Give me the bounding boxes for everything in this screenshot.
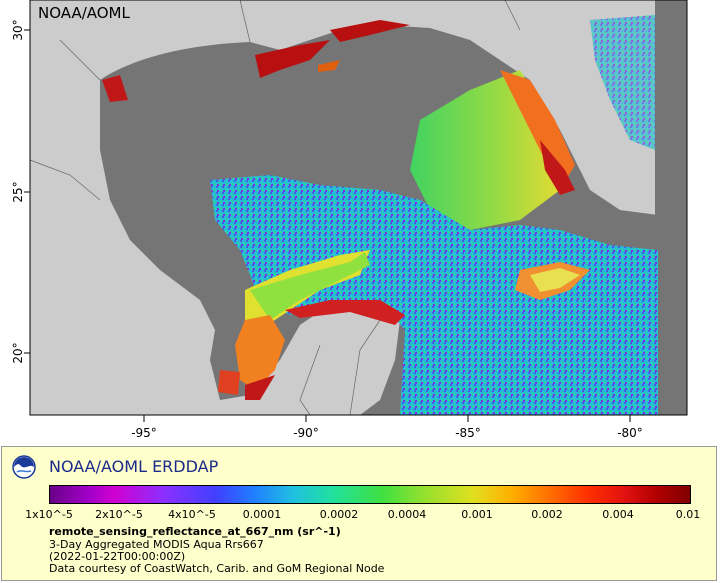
- reflectance-data: [102, 15, 658, 415]
- colorbar-label: 0.0001: [242, 508, 282, 521]
- plot-frame: [29, 0, 688, 416]
- colorbar-label: 4x10^-5: [168, 508, 216, 521]
- lon-tick-label: -85°: [455, 426, 481, 440]
- lon-tick-label: -95°: [131, 426, 157, 440]
- colorbar-label: 2x10^-5: [95, 508, 143, 521]
- colorbar: [49, 485, 691, 504]
- colorbar-label: 0.01: [675, 508, 701, 521]
- colorbar-label: 1x10^-5: [25, 508, 73, 521]
- colorbar-label: 0.001: [461, 508, 493, 521]
- map-plot-area: [29, 0, 687, 416]
- lat-tick-label: 25°: [11, 181, 25, 202]
- map-watermark: NOAA/AOML: [38, 4, 131, 22]
- atlantic-nodata: [655, 0, 687, 415]
- yucatan-land: [250, 305, 400, 415]
- lat-tick-label: 30°: [11, 19, 25, 40]
- florida-land: [520, 30, 640, 195]
- map-panel: NOAA/AOML -95° -90° -85° -80° 30° 25° 20…: [11, 0, 688, 440]
- colorbar-label: 0.002: [531, 508, 563, 521]
- time-stamp: (2022-01-22T00:00:00Z): [49, 550, 186, 563]
- lon-tick-label: -90°: [293, 426, 319, 440]
- colorbar-label: 0.0004: [387, 508, 427, 521]
- lon-axis: -95° -90° -85° -80°: [131, 415, 643, 440]
- lon-tick-label: -80°: [617, 426, 643, 440]
- data-credit: Data courtesy of CoastWatch, Carib. and …: [49, 562, 385, 575]
- legend-panel: NOAA/AOML ERDDAP 1x10^-5 2x10^-5 4x10^-5…: [1, 446, 717, 581]
- lat-tick-label: 20°: [11, 342, 25, 363]
- noaa-logo-icon: [12, 455, 36, 479]
- colorbar-label: 0.004: [602, 508, 634, 521]
- dataset-title: 3-Day Aggregated MODIS Aqua Rrs667: [49, 538, 264, 551]
- lat-axis: 30° 25° 20°: [11, 19, 30, 364]
- legend-brand: NOAA/AOML ERDDAP: [49, 457, 219, 476]
- variable-name: remote_sensing_reflectance_at_667_nm (sr…: [49, 525, 341, 538]
- colorbar-label: 0.0002: [319, 508, 359, 521]
- political-borders: [29, 0, 521, 416]
